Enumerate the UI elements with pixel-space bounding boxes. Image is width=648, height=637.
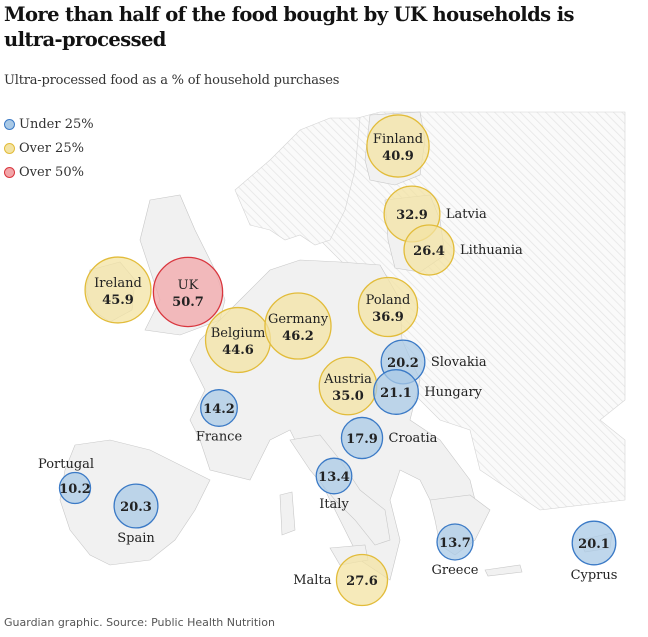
bubble-uk — [152, 256, 224, 328]
value-label-hungary: 21.1 — [380, 386, 412, 401]
bubble-croatia — [340, 416, 384, 460]
bubble-spain — [113, 483, 159, 529]
bubble-cyprus — [571, 520, 617, 566]
country-label-poland: Poland — [366, 293, 411, 308]
country-label-italy: Italy — [319, 497, 349, 512]
country-label-slovakia: Slovakia — [431, 355, 487, 370]
bubble-italy — [315, 457, 353, 495]
value-label-poland: 36.9 — [372, 310, 404, 325]
bubble-malta — [335, 553, 389, 607]
legend-label: Over 50% — [19, 164, 84, 180]
legend-label: Under 25% — [19, 116, 94, 132]
value-label-slovakia: 20.2 — [387, 356, 419, 371]
country-label-uk: UK — [178, 278, 199, 293]
legend-swatch-icon — [4, 166, 15, 178]
legend-label: Over 25% — [19, 140, 84, 156]
value-label-latvia: 32.9 — [396, 208, 428, 223]
value-label-belgium: 44.6 — [222, 343, 254, 358]
value-label-ireland: 45.9 — [102, 293, 134, 308]
value-label-uk: 50.7 — [172, 295, 204, 310]
bubble-hungary — [373, 369, 419, 415]
country-label-greece: Greece — [432, 563, 479, 578]
country-label-germany: Germany — [268, 312, 329, 327]
value-label-italy: 13.4 — [318, 470, 350, 485]
bubble-portugal — [58, 471, 92, 505]
value-label-portugal: 10.2 — [59, 482, 91, 497]
chart-title: More than half of the food bought by UK … — [4, 3, 574, 51]
country-label-latvia: Latvia — [446, 207, 487, 222]
land-crete — [484, 564, 523, 577]
bubble-germany — [264, 292, 332, 360]
country-label-belgium: Belgium — [211, 326, 266, 341]
value-label-spain: 20.3 — [120, 500, 152, 515]
country-label-finland: Finland — [373, 132, 423, 147]
value-label-austria: 35.0 — [332, 389, 364, 404]
value-label-croatia: 17.9 — [346, 432, 378, 447]
source-note: Guardian graphic. Source: Public Health … — [4, 616, 275, 629]
value-label-lithuania: 26.4 — [413, 244, 445, 259]
bubble-lithuania — [403, 224, 455, 276]
value-label-cyprus: 20.1 — [578, 537, 610, 552]
country-label-cyprus: Cyprus — [571, 568, 618, 583]
country-label-lithuania: Lithuania — [460, 243, 523, 258]
legend-swatch-icon — [4, 142, 15, 154]
bubble-ireland — [84, 256, 152, 324]
legend-item-over-50: Over 50% — [4, 160, 94, 184]
country-label-spain: Spain — [117, 531, 155, 546]
bubble-poland — [357, 276, 419, 338]
legend-item-under-25: Under 25% — [4, 112, 94, 136]
bubble-greece — [436, 523, 474, 561]
country-label-france: France — [196, 429, 243, 444]
country-label-austria: Austria — [323, 372, 372, 387]
country-label-ireland: Ireland — [94, 276, 142, 291]
bubble-finland — [366, 114, 430, 178]
legend: Under 25% Over 25% Over 50% — [4, 112, 94, 184]
bubbles-layer: Finland 40.9 32.9 Latvia 26.4 Lithuania Irelan… — [38, 114, 618, 607]
value-label-malta: 27.6 — [346, 574, 378, 589]
scandinavia — [234, 117, 361, 246]
value-label-france: 14.2 — [203, 402, 235, 417]
value-label-finland: 40.9 — [382, 149, 414, 164]
land-sardinia — [279, 491, 296, 536]
value-label-germany: 46.2 — [282, 329, 314, 344]
country-label-malta: Malta — [293, 573, 331, 588]
country-label-portugal: Portugal — [38, 457, 94, 472]
value-label-greece: 13.7 — [439, 536, 471, 551]
country-label-croatia: Croatia — [389, 431, 438, 446]
bubble-france — [200, 389, 238, 427]
country-label-hungary: Hungary — [424, 385, 482, 400]
legend-item-over-25: Over 25% — [4, 136, 94, 160]
legend-swatch-icon — [4, 118, 15, 130]
chart-subtitle: Ultra-processed food as a % of household… — [4, 73, 340, 88]
